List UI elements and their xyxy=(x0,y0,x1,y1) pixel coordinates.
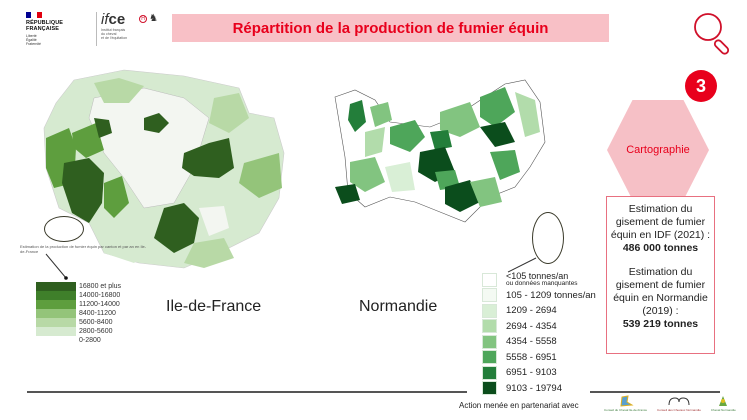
partner-logo-cheval-normandie: Cheval Normandie xyxy=(711,395,736,412)
normandie-legend-row: 105 - 1209 tonnes/an xyxy=(482,288,596,303)
estim-norm-line-1: Estimation du xyxy=(628,266,693,278)
idf-legend-row: 8400-11200 xyxy=(36,309,121,318)
normandie-legend-row: <105 tonnes/an ou données manquantes xyxy=(482,271,596,287)
title-banner: Répartition de la production de fumier é… xyxy=(172,14,609,42)
idf-mini-legend-circle xyxy=(44,216,84,242)
idf-mini-caption: Estimation de la production de fumier éq… xyxy=(20,244,147,254)
estim-norm-value: 539 219 tonnes xyxy=(622,318,699,330)
estim-idf-line-1: Estimation du xyxy=(628,203,693,215)
section-hexagon: Cartographie xyxy=(607,100,709,200)
ifce-subtitle-2: du cheval xyxy=(101,32,117,36)
idf-legend-row: 2800-5600 xyxy=(36,327,121,336)
idf-legend-row: 16800 et plus xyxy=(36,282,121,291)
normandie-legend-row: 2694 - 4354 xyxy=(482,319,596,334)
idf-legend-row: 0-2800 xyxy=(36,336,121,345)
idf-legend-row: 14000-16800 xyxy=(36,291,121,300)
idf-choropleth-map xyxy=(43,69,285,269)
partner-logo-conseil-cheval-idf: Conseil du Cheval Ile-de-France xyxy=(604,395,647,412)
rf-motto-1: Liberté xyxy=(26,34,37,38)
idf-legend: 16800 et plus 14000-16800 11200-14000 84… xyxy=(36,282,121,345)
page-title: Répartition de la production de fumier é… xyxy=(232,19,549,37)
step-number-badge: 3 xyxy=(685,70,717,102)
normandie-mini-legend-circle xyxy=(532,212,564,264)
ifce-wordmark-italic: if xyxy=(101,11,109,28)
normandie-callout-arrow-icon xyxy=(507,257,537,273)
normandie-legend-row: 5558 - 6951 xyxy=(482,350,596,365)
magnifier-icon xyxy=(694,13,730,55)
estim-norm-line-4: (2019) : xyxy=(642,305,679,317)
partner-logo-conseil-chevaux-normandie: Conseil des Chevaux Normandie xyxy=(657,397,701,412)
ifce-logo: ifce H ♞ Institut français du cheval et … xyxy=(96,11,158,46)
french-flag-icon xyxy=(26,12,42,18)
footer-divider-right xyxy=(590,391,720,393)
rider-icon: ♞ xyxy=(149,13,158,24)
estim-norm-line-3: équin en Normandie xyxy=(613,292,708,304)
ifce-wordmark-bold: ce xyxy=(108,11,126,28)
haras-badge-icon: H xyxy=(139,15,147,23)
partner-text: Action menée en partenariat avec xyxy=(459,401,579,410)
partner-logos: Conseil du Cheval Ile-de-France Conseil … xyxy=(604,395,736,412)
section-label: Cartographie xyxy=(626,144,690,156)
rf-name-line-2: FRANÇAISE xyxy=(26,26,59,32)
normandie-legend-row: 1209 - 2694 xyxy=(482,303,596,318)
normandie-legend: <105 tonnes/an ou données manquantes 105 … xyxy=(482,271,596,396)
normandie-choropleth-map xyxy=(334,79,546,223)
idf-legend-row: 5600-8400 xyxy=(36,318,121,327)
ifce-subtitle-1: Institut français xyxy=(101,28,126,32)
rf-motto-2: Égalité xyxy=(26,38,37,42)
normandie-legend-row: 9103 - 19794 xyxy=(482,381,596,396)
normandie-legend-row: 6951 - 9103 xyxy=(482,365,596,380)
idf-legend-row: 11200-14000 xyxy=(36,300,121,309)
estim-idf-line-3: équin en IDF (2021) : xyxy=(610,229,711,241)
normandie-legend-row: 4354 - 5558 xyxy=(482,334,596,349)
estim-idf-value: 486 000 tonnes xyxy=(622,242,699,254)
idf-callout-arrow-icon xyxy=(45,253,68,280)
republique-francaise-logo: RÉPUBLIQUE FRANÇAISE Liberté Égalité Fra… xyxy=(26,12,76,46)
ifce-subtitle-3: et de l'équitation xyxy=(101,36,128,40)
rf-motto-3: Fraternité xyxy=(26,42,41,46)
estim-norm-line-2: gisement de fumier xyxy=(615,279,706,291)
normandie-region-label: Normandie xyxy=(359,298,438,315)
footer-divider-left xyxy=(27,391,467,393)
rf-name-line-1: RÉPUBLIQUE xyxy=(26,20,64,26)
estimation-box: Estimation du gisement de fumier équin e… xyxy=(606,196,715,354)
idf-region-label: Ile-de-France xyxy=(166,298,262,315)
estim-idf-line-2: gisement de fumier xyxy=(615,216,706,228)
